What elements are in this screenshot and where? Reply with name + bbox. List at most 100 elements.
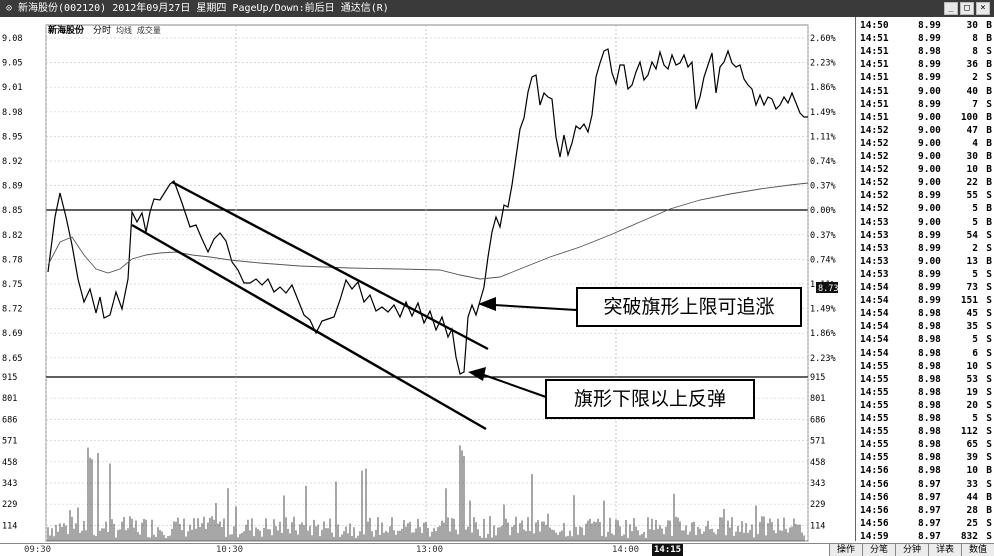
volume-tick-label-right: 571: [810, 437, 825, 447]
trade-price: 8.99: [918, 229, 941, 241]
price-tick-label: 8.85: [2, 206, 22, 216]
x-tick-label: 14:00: [612, 545, 640, 555]
trade-price: 8.98: [918, 46, 941, 58]
chart-legend-label: 均线 成交量: [116, 25, 161, 35]
tab-ticks[interactable]: 分笔: [862, 544, 895, 556]
trade-row: 14:52 9.00 4 B: [860, 137, 992, 150]
trade-direction: S: [986, 321, 992, 333]
trade-time: 14:53: [860, 255, 889, 267]
current-price-tag: 8.73: [818, 284, 838, 294]
trade-row: 14:55 8.98 53 S: [860, 373, 992, 386]
close-button[interactable]: ×: [976, 2, 990, 15]
trade-volume: 19: [966, 386, 978, 398]
percent-tick-label: 1.11%: [810, 132, 836, 142]
trade-time: 14:55: [860, 360, 889, 372]
trade-row: 14:54 8.99 151 S: [860, 294, 992, 307]
trade-volume: 33: [966, 478, 978, 490]
trade-row: 14:52 9.00 22 B: [860, 176, 992, 189]
trade-direction: B: [986, 111, 992, 123]
trade-price: 8.99: [918, 72, 941, 84]
price-tick-label: 8.78: [2, 255, 22, 265]
trade-direction: B: [986, 177, 992, 189]
trade-price: 8.97: [918, 517, 941, 529]
maximize-button[interactable]: □: [960, 2, 974, 15]
trade-price: 9.00: [918, 203, 941, 215]
title-bar: ⊙ 新海股份(002120) 2012年09月27日 星期四 PageUp/Do…: [0, 0, 994, 17]
trade-row: 14:51 9.00 40 B: [860, 85, 992, 98]
trade-price: 8.99: [918, 242, 941, 254]
trade-price: 8.99: [918, 282, 941, 293]
tab-minute[interactable]: 分钟: [895, 544, 928, 556]
trade-price: 8.98: [918, 360, 941, 372]
trade-price: 9.00: [918, 111, 941, 123]
trade-direction: S: [986, 399, 992, 411]
volume-tick-label-right: 801: [810, 394, 825, 404]
trade-volume: 8: [972, 33, 978, 45]
trade-volume: 7: [972, 98, 978, 110]
trade-volume: 8: [972, 46, 978, 58]
trade-direction: S: [986, 373, 992, 385]
trade-direction: B: [986, 85, 992, 97]
trade-price: 8.97: [918, 504, 941, 516]
volume-tick-label: 915: [2, 373, 17, 383]
trade-row: 14:52 9.00 30 B: [860, 150, 992, 163]
percent-tick-label: 1.49%: [810, 108, 836, 118]
bottom-tabs: 操作 分笔 分钟 详表 数值: [829, 544, 994, 556]
breakout-arrow: [493, 304, 577, 311]
percent-tick-label: 1.86%: [810, 329, 836, 339]
volume-tick-label-right: 114: [810, 521, 825, 531]
trade-price: 8.98: [918, 465, 941, 477]
volume-tick-label: 801: [2, 394, 17, 404]
price-tick-label: 8.82: [2, 231, 22, 241]
trade-volume: 53: [966, 373, 978, 385]
volume-tick-label-right: 343: [810, 479, 825, 489]
trade-price: 9.00: [918, 151, 941, 162]
trade-row: 14:51 8.99 8 B: [860, 32, 992, 45]
trade-price: 8.98: [918, 439, 941, 451]
trade-time: 14:54: [860, 321, 889, 333]
trade-time: 14:52: [860, 124, 889, 136]
trade-row: 14:56 8.97 33 S: [860, 478, 992, 491]
trade-volume: 151: [960, 295, 978, 307]
trade-direction: S: [986, 334, 992, 346]
trade-direction: S: [986, 452, 992, 464]
tab-details[interactable]: 详表: [928, 544, 961, 556]
trade-price: 8.99: [918, 20, 941, 31]
trade-direction: S: [986, 360, 992, 372]
trade-time: 14:53: [860, 216, 889, 228]
trade-price: 9.00: [918, 85, 941, 97]
volume-tick-label-right: 915: [810, 373, 825, 383]
percent-tick-label: 1.49%: [810, 305, 836, 315]
minimize-button[interactable]: _: [944, 2, 958, 15]
chart-mode-label: 分时: [93, 24, 111, 36]
trade-price: 9.00: [918, 255, 941, 267]
trade-direction: B: [986, 164, 992, 176]
trade-time: 14:56: [860, 517, 889, 529]
trade-direction: B: [986, 137, 992, 149]
rebound-arrow-head: [468, 367, 486, 381]
trade-time: 14:55: [860, 373, 889, 385]
trade-price: 8.98: [918, 347, 941, 359]
annotation-rebound: 旗形下限以上反弹: [545, 379, 755, 419]
tab-values[interactable]: 数值: [961, 544, 994, 556]
trade-volume: 40: [966, 85, 978, 97]
trade-direction: S: [986, 308, 992, 320]
intraday-chart[interactable]: 新海股份 分时 均线 成交量 9.08 2.60% 9.05 2.23% 9.01 1.86% 8…: [0, 17, 855, 543]
trade-time: 14:54: [860, 334, 889, 346]
trade-ticker-panel[interactable]: 14:50 8.99 30 B 14:51 8.99 8 B 14:51 8.98 8 S 14:51 8…: [855, 17, 994, 542]
trade-direction: S: [986, 347, 992, 359]
price-tick-label: 8.89: [2, 182, 22, 192]
trade-row: 14:54 8.99 73 S: [860, 281, 992, 294]
trade-time: 14:56: [860, 478, 889, 490]
tab-operation[interactable]: 操作: [829, 544, 862, 556]
x-tick-label: 13:00: [416, 545, 444, 555]
trade-price: 8.97: [918, 491, 941, 503]
percent-tick-label: 2.23%: [810, 354, 836, 364]
trade-row: 14:53 8.99 5 S: [860, 268, 992, 281]
trade-direction: S: [986, 242, 992, 254]
trade-volume: 22: [966, 177, 978, 189]
price-tick-label: 8.72: [2, 305, 22, 315]
trade-row: 14:55 8.98 5 S: [860, 412, 992, 425]
trade-row: 14:55 8.98 19 S: [860, 386, 992, 399]
average-price-line: [47, 182, 809, 280]
